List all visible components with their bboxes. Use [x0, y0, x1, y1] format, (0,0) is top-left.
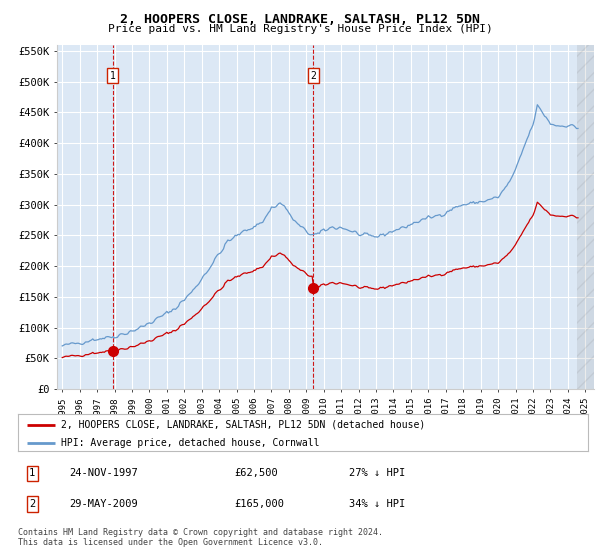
- Text: 34% ↓ HPI: 34% ↓ HPI: [349, 499, 405, 509]
- Text: 24-NOV-1997: 24-NOV-1997: [70, 468, 138, 478]
- Text: 1: 1: [29, 468, 35, 478]
- Text: Price paid vs. HM Land Registry's House Price Index (HPI): Price paid vs. HM Land Registry's House …: [107, 24, 493, 34]
- Text: 2, HOOPERS CLOSE, LANDRAKE, SALTASH, PL12 5DN: 2, HOOPERS CLOSE, LANDRAKE, SALTASH, PL1…: [120, 13, 480, 26]
- Text: HPI: Average price, detached house, Cornwall: HPI: Average price, detached house, Corn…: [61, 438, 319, 448]
- Text: 1: 1: [110, 71, 116, 81]
- Text: 29-MAY-2009: 29-MAY-2009: [70, 499, 138, 509]
- Text: 2, HOOPERS CLOSE, LANDRAKE, SALTASH, PL12 5DN (detached house): 2, HOOPERS CLOSE, LANDRAKE, SALTASH, PL1…: [61, 419, 425, 430]
- Text: 2: 2: [311, 71, 316, 81]
- Text: 2: 2: [29, 499, 35, 509]
- Text: £165,000: £165,000: [235, 499, 284, 509]
- Text: 27% ↓ HPI: 27% ↓ HPI: [349, 468, 405, 478]
- Text: Contains HM Land Registry data © Crown copyright and database right 2024.
This d: Contains HM Land Registry data © Crown c…: [18, 528, 383, 547]
- Text: £62,500: £62,500: [235, 468, 278, 478]
- Bar: [577, 45, 594, 389]
